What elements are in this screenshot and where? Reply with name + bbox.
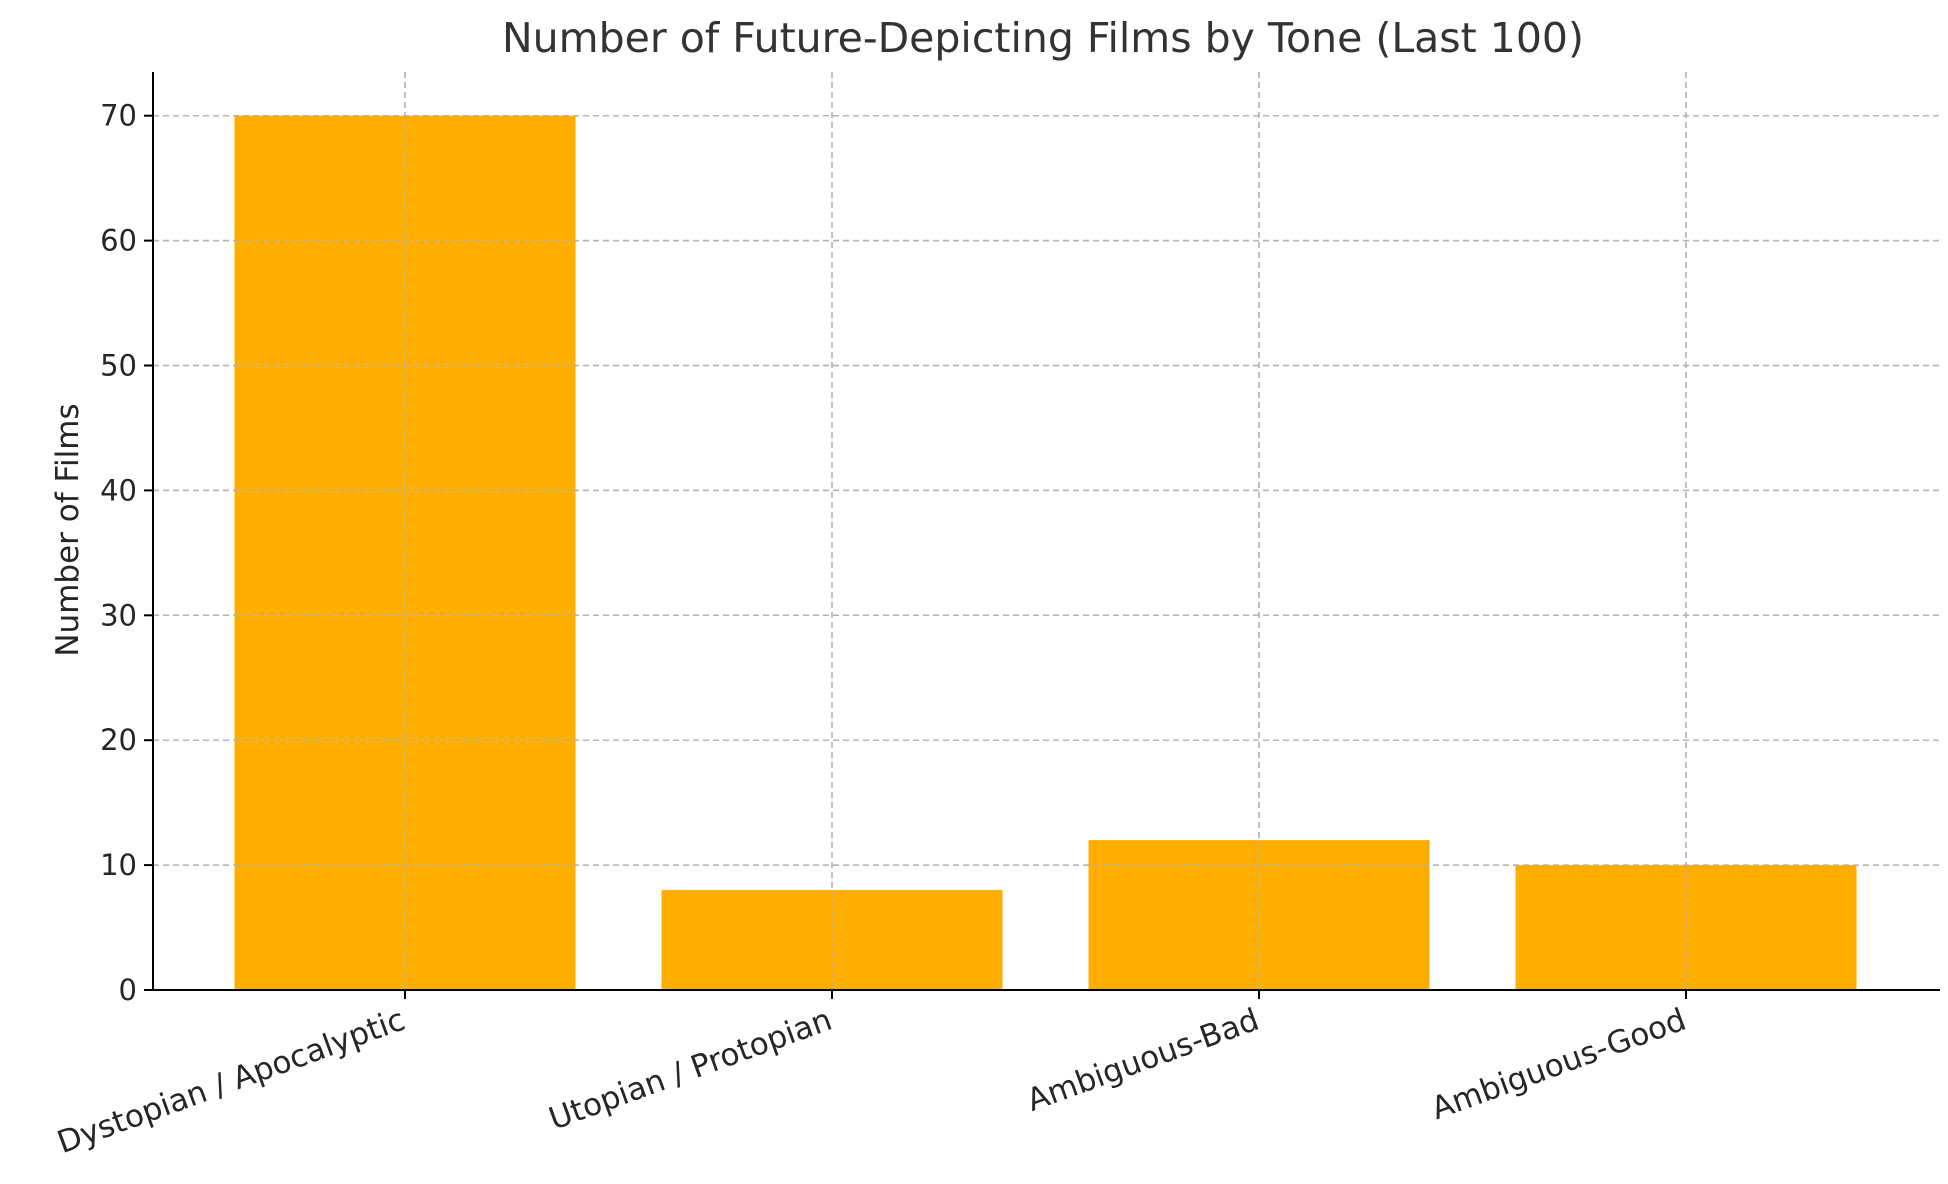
axes xyxy=(144,72,1940,999)
y-tick-label: 60 xyxy=(100,224,137,258)
x-tick-label: Utopian / Protopian xyxy=(544,1002,836,1138)
chart-title: Number of Future-Depicting Films by Tone… xyxy=(502,14,1584,62)
y-tick-label: 10 xyxy=(100,848,137,882)
x-tick-label: Ambiguous-Bad xyxy=(1022,1002,1263,1119)
x-tick-label: Dystopian / Apocalyptic xyxy=(53,1002,410,1161)
bars xyxy=(234,115,1857,990)
x-tick-labels: Dystopian / Apocalyptic Utopian / Protopi… xyxy=(53,1002,1691,1161)
y-tick-label: 0 xyxy=(119,973,137,1007)
y-tick-label: 20 xyxy=(100,723,137,757)
y-tick-label: 30 xyxy=(100,598,137,632)
y-tick-label: 50 xyxy=(100,349,137,383)
y-tick-label: 40 xyxy=(100,473,137,507)
y-tick-label: 70 xyxy=(100,99,137,133)
y-axis-label: Number of Films xyxy=(50,403,86,656)
x-tick-label: Ambiguous-Good xyxy=(1427,1002,1691,1127)
y-tick-labels: 0 10 20 30 40 50 60 70 xyxy=(100,99,137,1007)
